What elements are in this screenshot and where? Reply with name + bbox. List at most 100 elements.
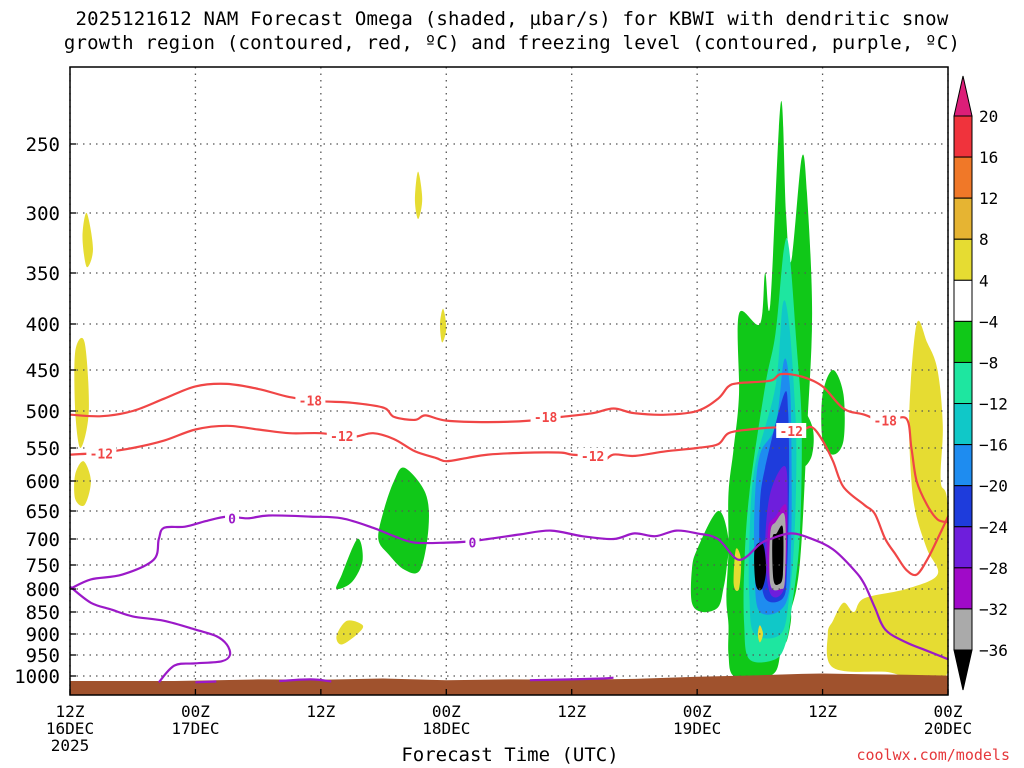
colorbar-label: −24 [979,518,1008,537]
omega-shaded-region [690,510,729,613]
y-tick-label: 500 [26,401,60,423]
credit-link[interactable]: coolwx.com/models [856,746,1010,764]
terrain-ground [70,673,948,695]
omega-shaded-region [414,171,423,219]
colorbar-swatch [953,197,973,240]
y-tick-label: 350 [26,263,60,285]
colorbar-swatch [953,567,973,610]
colorbar-swatch [953,279,973,322]
x-tick-label: 19DEC [673,719,721,738]
colorbar-swatch [953,608,973,651]
y-tick-label: 950 [26,645,60,667]
contour-label: -18 [534,411,558,426]
colorbar-swatch [953,238,973,281]
omega-shaded-region [74,461,91,507]
colorbar-label: 12 [979,189,998,208]
y-tick-label: 600 [26,471,60,493]
x-tick-label: 12Z [557,702,586,721]
omega-shaded-region [336,538,363,590]
colorbar-swatch [953,403,973,446]
contour-label-bg [295,392,326,408]
colorbar-bottom-arrow [953,649,973,691]
colorbar-swatch [953,115,973,158]
contour-line-0e [529,676,614,682]
colorbar-swatch [953,156,973,199]
x-tick-label: 12Z [306,702,335,721]
omega-shaded-region [439,308,447,343]
colorbar-swatch [953,526,973,569]
x-tick-label: 17DEC [171,719,219,738]
contour-label-bg [577,447,608,463]
contour-label-bg [776,422,807,438]
contour-label: -18 [874,415,898,430]
y-tick-label: 400 [26,314,60,336]
colorbar-swatch [953,485,973,528]
x-tick-label: 2025 [51,736,90,755]
colorbar-swatch [953,320,973,363]
contour-label: -12 [779,425,802,440]
y-tick-label: 300 [26,203,60,225]
y-tick-label: 900 [26,624,60,646]
plot-frame [69,66,949,696]
x-tick-label: 12Z [808,702,837,721]
x-tick-label: 12Z [56,702,85,721]
omega-shaded-region [378,467,429,574]
contour-line--12 [70,424,948,577]
omega-shaded-region [821,370,845,455]
contour-label-bg [326,428,357,444]
y-tick-label: 1000 [14,666,60,688]
colorbar-label: −16 [979,436,1008,455]
colorbar-label: −28 [979,559,1008,578]
contour-label-bg [86,445,117,461]
colorbar-label: −4 [979,312,998,331]
colorbar-label: −32 [979,600,1008,619]
x-tick-label: 00Z [432,702,461,721]
contour-label-bg [530,408,561,424]
y-tick-label: 750 [26,555,60,577]
contour-label: -12 [90,447,113,462]
contour-line-0b [70,585,232,684]
omega-shaded-region [772,525,784,586]
contour-label: -18 [299,394,323,409]
colorbar-label: −36 [979,641,1008,660]
x-axis-label: Forecast Time (UTC) [401,744,619,766]
omega-shaded-region [82,212,93,268]
chart-title-line-1: 2025121612 NAM Forecast Omega (shaded, µ… [75,8,949,30]
chart-title-line-2: growth region (contoured, red, ºC) and f… [63,32,961,54]
y-tick-label: 250 [26,134,60,156]
colorbar-label: 20 [979,107,998,126]
x-tick-label: 00Z [683,702,712,721]
omega-shaded-region [74,337,89,448]
y-tick-label: 650 [26,501,60,523]
x-tick-label: 20DEC [924,719,972,738]
omega-shaded-region [754,542,767,591]
contour-label: -12 [581,450,604,465]
y-tick-label: 800 [26,579,60,601]
x-tick-label: 00Z [181,702,210,721]
colorbar-label: 8 [979,230,989,249]
x-tick-label: 00Z [934,702,963,721]
contour-line-0c [195,680,217,684]
omega-shaded-region [336,620,364,645]
y-tick-label: 550 [26,438,60,460]
colorbar-swatch [953,444,973,487]
y-tick-label: 700 [26,529,60,551]
colorbar-label: 4 [979,271,989,290]
colorbar-swatch [953,361,973,405]
colorbar-label: −20 [979,477,1008,496]
colorbar-top-arrow [953,75,973,117]
contour-label: 0 [469,537,477,552]
x-tick-label: 18DEC [422,719,470,738]
contour-label: -12 [330,430,353,445]
contour-label: 0 [228,512,236,527]
contour-line--18 [70,372,948,524]
colorbar-label: −12 [979,395,1008,414]
omega-shaded-region [826,320,948,684]
y-tick-label: 450 [26,360,60,382]
colorbar-label: −8 [979,353,998,372]
contour-label-bg [225,510,240,526]
contour-label-bg [465,534,480,550]
x-tick-label: 16DEC [46,719,94,738]
contour-line-0d [278,678,332,683]
